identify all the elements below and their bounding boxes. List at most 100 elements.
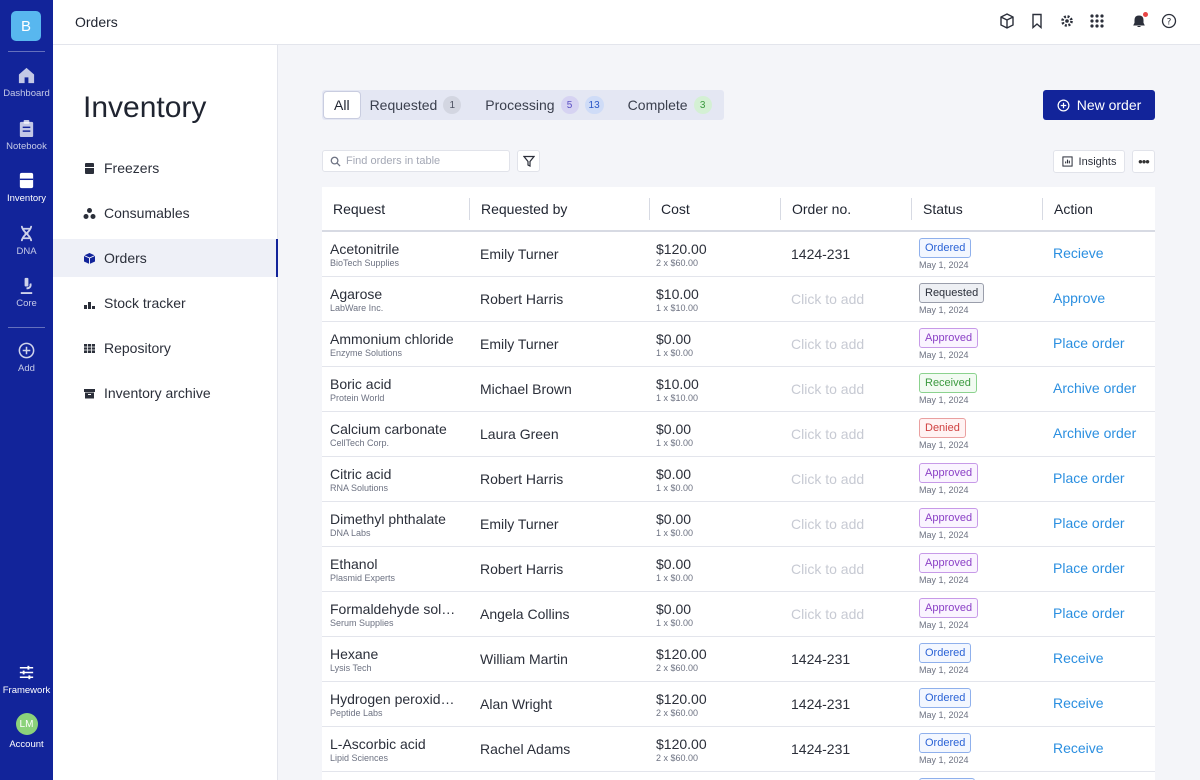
sidebar-item-label: Freezers [104,160,160,176]
row-action-link[interactable]: Place order [1053,605,1125,621]
gear-icon[interactable] [1058,12,1076,30]
table-row[interactable]: Formaldehyde solution Serum Supplies Angel… [322,592,1155,637]
order-number[interactable]: 1424-231 [791,741,851,757]
item-name[interactable]: Dimethyl phthalate [330,510,446,527]
item-name[interactable]: L-Ascorbic acid [330,735,426,752]
tab-requested[interactable]: Requested 1 [360,92,472,118]
more-options-button[interactable]: ••• [1132,150,1155,173]
row-action-link[interactable]: Archive order [1053,425,1137,441]
row-action-link[interactable]: Place order [1053,560,1125,576]
row-action-link[interactable]: Place order [1053,335,1125,351]
row-action-link[interactable]: Approve [1053,290,1106,306]
sidebar-item-orders[interactable]: Orders [53,239,278,277]
table-row[interactable]: Hydrogen peroxide solutionPeptide Labs Al… [322,682,1155,727]
order-number[interactable]: Click to add [791,561,865,577]
table-row[interactable]: L-Ascorbic acid Lipid Sciences Rachel Adam… [322,727,1155,772]
quantity-breakdown: 1 x $0.00 [656,482,694,493]
status-badge: Ordered [919,238,972,258]
item-name[interactable]: Citric acid [330,465,392,482]
tab-complete[interactable]: Complete 3 [618,92,722,118]
item-name[interactable]: Formaldehyde solution [330,600,462,617]
item-name[interactable]: Acetonitrile [330,240,400,257]
row-action-link[interactable]: Receive [1053,650,1104,666]
sidebar-item-inventory-archive[interactable]: Inventory archive [53,374,278,412]
sidebar-item-label: Inventory archive [104,385,211,401]
quantity-breakdown: 1 x $0.00 [656,572,694,583]
item-name[interactable]: Boric acid [330,375,392,392]
table-row[interactable]: Calcium carbonate CellTech Corp. Laura Gre… [322,412,1155,457]
table-row[interactable]: Acetonitrile BioTech Supplies Emily Turner… [322,232,1155,277]
order-number[interactable]: Click to add [791,516,865,532]
row-action-link[interactable]: Archive order [1053,380,1137,396]
app-rail: B Dashboard Notebook Inventory DNA Core … [0,0,53,780]
item-name[interactable]: Hydrogen peroxide solution [330,690,462,707]
rail-item-framework[interactable]: Framework [0,663,53,696]
order-number[interactable]: Click to add [791,471,865,487]
order-number[interactable]: 1424-231 [791,246,851,262]
item-name[interactable]: Agarose [330,285,383,302]
table-row[interactable]: Hexane Lysis Tech William Martin $120.00 2 x… [322,637,1155,682]
rail-item-core[interactable]: Core [0,276,53,309]
cube-icon[interactable] [998,12,1016,30]
apps-grid-icon[interactable] [1088,12,1106,30]
order-number[interactable]: Click to add [791,291,865,307]
sidebar-item-freezers[interactable]: Freezers [53,149,278,187]
column-header-status[interactable]: Status [911,197,1042,220]
item-name[interactable]: Calcium carbonate [330,420,447,437]
bookmark-icon[interactable] [1028,12,1046,30]
rail-item-inventory[interactable]: Inventory [0,171,53,204]
help-icon[interactable]: ? [1160,12,1178,30]
requester-name: Laura Green [480,426,559,442]
sidebar-item-consumables[interactable]: Consumables [53,194,278,232]
tab-processing[interactable]: Processing 5 13 [475,92,613,118]
row-action-link[interactable]: Recieve [1053,245,1104,261]
column-header-cost[interactable]: Cost [649,197,780,220]
requested-by-cell: Robert Harris [469,561,649,577]
rail-item-notebook[interactable]: Notebook [0,119,53,152]
filter-button[interactable] [517,150,540,172]
table-row[interactable]: Citric acid RNA Solutions Robert Harris $0.… [322,457,1155,502]
row-action-link[interactable]: Place order [1053,470,1125,486]
table-row[interactable]: Agarose LabWare Inc. Robert Harris $10.00 1 … [322,277,1155,322]
row-action-link[interactable]: Place order [1053,515,1125,531]
order-number[interactable]: 1424-231 [791,696,851,712]
item-name[interactable]: Ethanol [330,555,378,572]
rail-item-account[interactable]: LM Account [0,713,53,750]
item-name[interactable]: Ammonium chloride [330,330,454,347]
row-action-link[interactable]: Receive [1053,695,1104,711]
vendor-name: LabWare Inc. [330,302,384,313]
sidebar-item-repository[interactable]: Repository [53,329,278,367]
app-logo[interactable]: B [11,11,41,41]
table-row[interactable]: Boric acid Protein World Michael Brown $10.… [322,367,1155,412]
quantity-breakdown: 2 x $60.00 [656,662,699,673]
clipboard-icon [19,119,34,138]
search-input[interactable] [346,155,496,167]
column-header-request[interactable]: Request [333,200,386,217]
item-name[interactable]: Hexane [330,645,379,662]
vendor-name: CellTech Corp. [330,437,390,448]
order-number[interactable]: Click to add [791,381,865,397]
column-header-action[interactable]: Action [1042,197,1155,220]
order-number[interactable]: Click to add [791,336,865,352]
column-header-requested-by[interactable]: Requested by [469,197,649,220]
sidebar-item-stock-tracker[interactable]: Stock tracker [53,284,278,322]
requester-name: Alan Wright [480,696,553,712]
order-number[interactable]: 1424-231 [791,651,851,667]
insights-button[interactable]: Insights [1053,150,1125,173]
order-number[interactable]: Click to add [791,426,865,442]
table-row[interactable]: Ethanol Plasmid Experts Robert Harris $0.00… [322,547,1155,592]
table-row[interactable]: Ammonium chloride Enzyme Solutions Emily T… [322,322,1155,367]
new-order-button[interactable]: New order [1043,90,1155,120]
rail-item-dashboard[interactable]: Dashboard [0,66,53,99]
freezer-icon [85,162,94,174]
rail-item-add[interactable]: Add [0,341,53,374]
order-number[interactable]: Click to add [791,606,865,622]
cost-cell: $10.00 1 x $10.00 [649,376,780,403]
row-action-link[interactable]: Receive [1053,740,1104,756]
table-row[interactable]: Dimethyl phthalate DNA Labs Emily Turner $0… [322,502,1155,547]
tab-all[interactable]: All [324,92,360,118]
order-no-cell: 1424-231 [780,696,911,712]
rail-item-dna[interactable]: DNA [0,224,53,257]
bell-icon[interactable] [1130,12,1148,30]
column-header-order-no[interactable]: Order no. [780,197,911,220]
